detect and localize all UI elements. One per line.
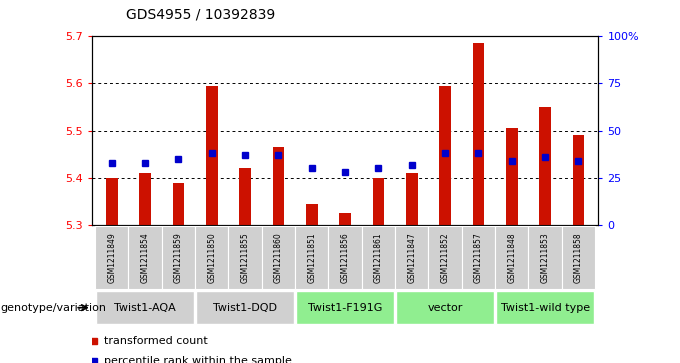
Text: GSM1211861: GSM1211861 [374, 232, 383, 283]
FancyBboxPatch shape [562, 227, 595, 289]
FancyBboxPatch shape [195, 227, 228, 289]
Bar [573, 135, 584, 225]
Bar [106, 178, 118, 225]
Text: GSM1211858: GSM1211858 [574, 232, 583, 283]
FancyBboxPatch shape [96, 291, 194, 324]
Text: GSM1211852: GSM1211852 [441, 232, 449, 283]
Text: GSM1211847: GSM1211847 [407, 232, 416, 283]
Bar [506, 128, 517, 225]
Bar [139, 173, 151, 225]
FancyBboxPatch shape [295, 227, 328, 289]
Bar [239, 168, 251, 225]
Text: GSM1211849: GSM1211849 [107, 232, 116, 283]
Bar [339, 213, 351, 225]
FancyBboxPatch shape [362, 227, 395, 289]
FancyBboxPatch shape [395, 227, 428, 289]
Text: GDS4955 / 10392839: GDS4955 / 10392839 [126, 8, 275, 22]
FancyBboxPatch shape [428, 227, 462, 289]
Bar [173, 183, 184, 225]
FancyBboxPatch shape [162, 227, 195, 289]
FancyBboxPatch shape [396, 291, 494, 324]
Bar [473, 43, 484, 225]
Text: Twist1-wild type: Twist1-wild type [500, 303, 590, 313]
FancyBboxPatch shape [129, 227, 162, 289]
Text: GSM1211851: GSM1211851 [307, 232, 316, 283]
Text: Twist1-F191G: Twist1-F191G [308, 303, 382, 313]
Bar [406, 173, 418, 225]
FancyBboxPatch shape [328, 227, 362, 289]
Text: GSM1211854: GSM1211854 [141, 232, 150, 283]
FancyBboxPatch shape [528, 227, 562, 289]
FancyBboxPatch shape [495, 227, 528, 289]
Text: GSM1211856: GSM1211856 [341, 232, 350, 283]
FancyBboxPatch shape [95, 227, 129, 289]
Text: GSM1211859: GSM1211859 [174, 232, 183, 283]
Text: Twist1-DQD: Twist1-DQD [213, 303, 277, 313]
Text: GSM1211850: GSM1211850 [207, 232, 216, 283]
FancyBboxPatch shape [296, 291, 394, 324]
FancyBboxPatch shape [496, 291, 594, 324]
Text: GSM1211857: GSM1211857 [474, 232, 483, 283]
Text: percentile rank within the sample: percentile rank within the sample [105, 356, 292, 363]
FancyBboxPatch shape [228, 227, 262, 289]
Text: GSM1211848: GSM1211848 [507, 232, 516, 283]
Bar [439, 86, 451, 225]
FancyBboxPatch shape [462, 227, 495, 289]
Text: vector: vector [428, 303, 463, 313]
Text: transformed count: transformed count [105, 336, 208, 346]
Text: GSM1211855: GSM1211855 [241, 232, 250, 283]
Text: genotype/variation: genotype/variation [0, 303, 106, 313]
Bar [373, 178, 384, 225]
Text: GSM1211860: GSM1211860 [274, 232, 283, 283]
Bar [539, 107, 551, 225]
Text: GSM1211853: GSM1211853 [541, 232, 549, 283]
Text: Twist1-AQA: Twist1-AQA [114, 303, 176, 313]
FancyBboxPatch shape [262, 227, 295, 289]
Bar [273, 147, 284, 225]
FancyBboxPatch shape [196, 291, 294, 324]
Bar [306, 204, 318, 225]
Bar [206, 86, 218, 225]
